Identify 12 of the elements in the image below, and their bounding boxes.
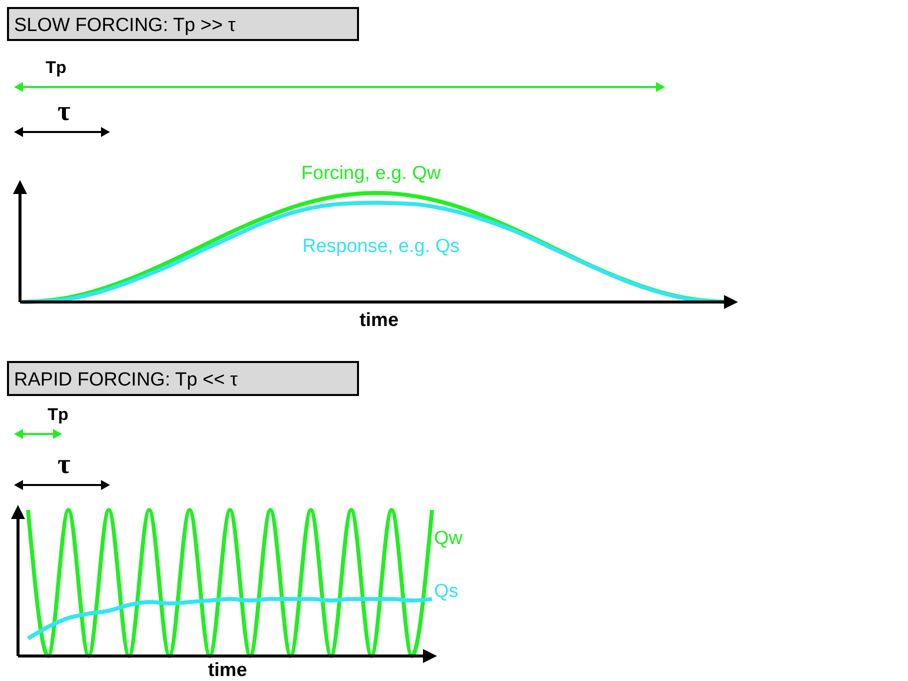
text: Tp <box>48 405 68 424</box>
series-label: Qs <box>434 581 458 602</box>
text: Tp <box>46 58 66 77</box>
series-label: Response, e.g. Qs <box>302 236 460 257</box>
chart-title: SLOW FORCING: Tp >> τ <box>14 15 236 36</box>
chart-title: RAPID FORCING: Tp << τ <box>14 370 238 390</box>
x-axis-title: time <box>359 310 399 331</box>
text: τ <box>58 96 71 127</box>
series-label: Forcing, e.g. Qw <box>301 163 441 184</box>
series-label: Qw <box>434 528 463 549</box>
x-axis-title: time <box>208 660 248 681</box>
text: τ <box>58 449 71 480</box>
